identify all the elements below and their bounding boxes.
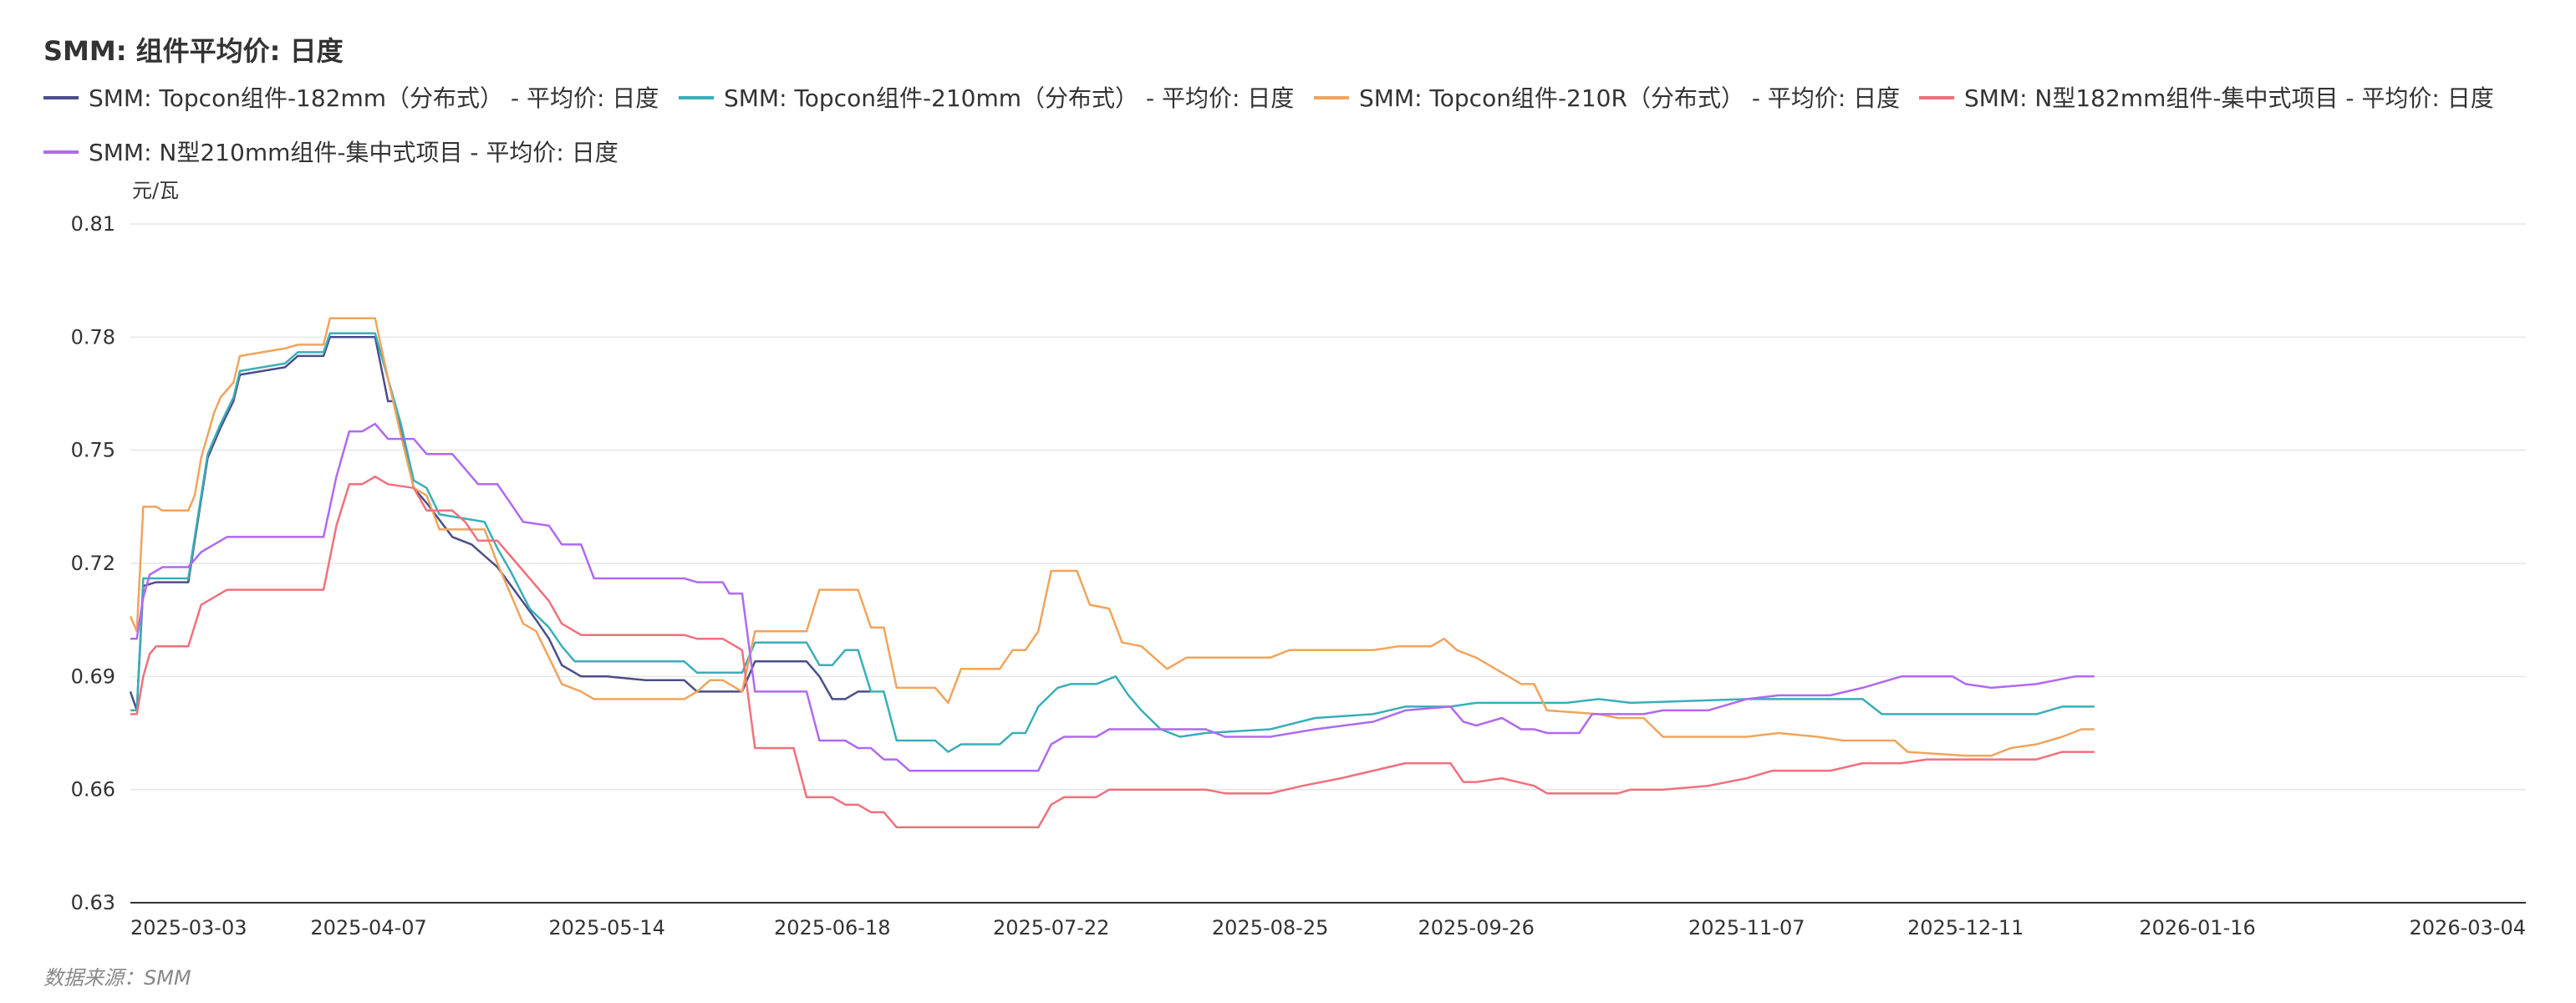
legend-item-3[interactable]: SMM: Topcon组件-210R（分布式） - 平均价: 日度 [1314, 84, 1900, 112]
x-tick-label: 2025-06-18 [774, 916, 890, 939]
x-tick-label: 2026-03-04 [2410, 916, 2526, 939]
y-tick-label: 0.63 [71, 891, 115, 914]
x-tick-label: 2026-01-16 [2139, 916, 2255, 939]
legend-item-4[interactable]: SMM: N型182mm组件-集中式项目 - 平均价: 日度 [1919, 84, 2494, 112]
legend-label-3: SMM: Topcon组件-210R（分布式） - 平均价: 日度 [1359, 84, 1900, 112]
data-source-note: 数据来源：SMM [43, 966, 191, 990]
x-axis-ticks: 2025-03-03 2025-04-07 2025-05-14 2025-06-18… [130, 916, 2526, 939]
legend-item-1[interactable]: SMM: Topcon组件-182mm（分布式） - 平均价: 日度 [43, 84, 659, 112]
y-tick-label: 0.75 [71, 439, 115, 462]
y-tick-label: 0.78 [71, 325, 115, 349]
x-tick-label: 2025-12-11 [1907, 916, 2024, 939]
legend-item-2[interactable]: SMM: Topcon组件-210mm（分布式） - 平均价: 日度 [679, 84, 1294, 112]
chart-title: SMM: 组件平均价: 日度 [43, 35, 344, 67]
x-tick-label: 2025-11-07 [1688, 916, 1805, 939]
y-axis-unit: 元/瓦 [132, 179, 179, 202]
x-tick-label: 2025-09-26 [1418, 916, 1534, 939]
series-line-3 [129, 317, 2095, 757]
series-line-4 [130, 475, 2095, 829]
x-tick-label: 2025-07-22 [993, 916, 1109, 939]
legend-item-5[interactable]: SMM: N型210mm组件-集中式项目 - 平均价: 日度 [43, 139, 619, 166]
x-tick-label: 2025-08-25 [1212, 916, 1328, 939]
x-tick-label: 2025-03-03 [130, 916, 247, 939]
legend-label-4: SMM: N型182mm组件-集中式项目 - 平均价: 日度 [1964, 84, 2494, 112]
series-line-5 [130, 422, 2095, 772]
gridlines [130, 223, 2526, 791]
legend-label-5: SMM: N型210mm组件-集中式项目 - 平均价: 日度 [89, 139, 619, 166]
y-axis-ticks: 0.81 0.78 0.75 0.72 0.69 0.66 0.63 [71, 212, 115, 914]
y-tick-label: 0.66 [71, 778, 115, 802]
series-line-2 [130, 332, 2095, 753]
series-line-1 [129, 336, 871, 712]
legend: SMM: Topcon组件-182mm（分布式） - 平均价: 日度 SMM: … [43, 84, 2494, 166]
x-tick-label: 2025-04-07 [310, 916, 426, 939]
y-tick-label: 0.72 [71, 552, 115, 575]
x-tick-label: 2025-05-14 [548, 916, 664, 939]
series-lines [129, 317, 2095, 829]
y-tick-label: 0.81 [71, 212, 115, 236]
y-tick-label: 0.69 [71, 664, 115, 688]
legend-label-1: SMM: Topcon组件-182mm（分布式） - 平均价: 日度 [89, 84, 659, 112]
legend-label-2: SMM: Topcon组件-210mm（分布式） - 平均价: 日度 [724, 84, 1294, 112]
